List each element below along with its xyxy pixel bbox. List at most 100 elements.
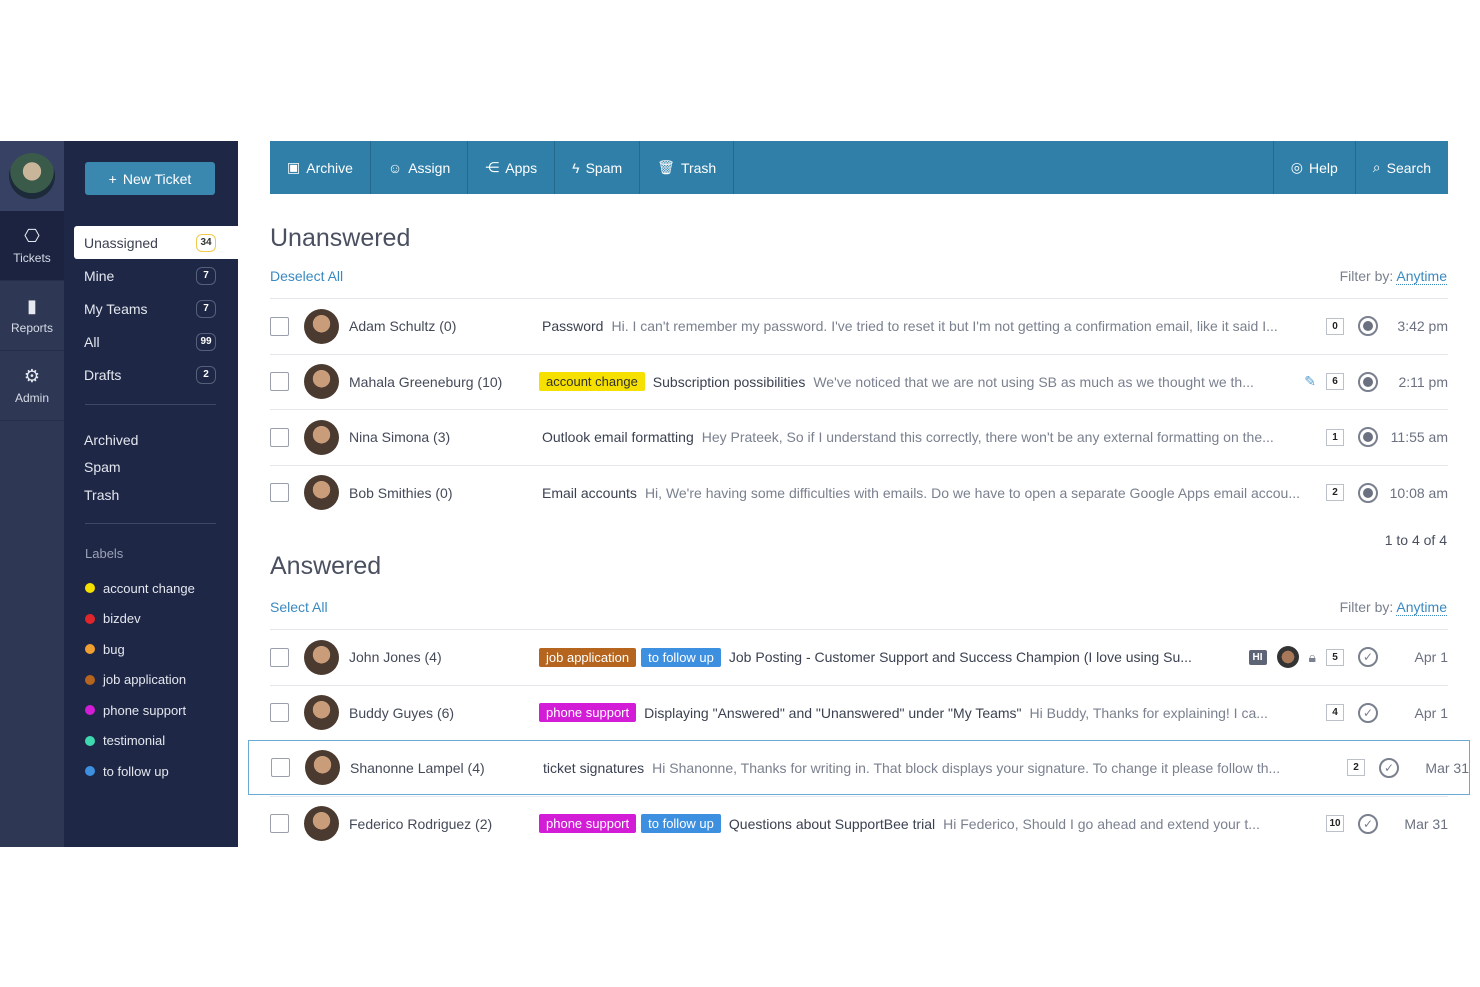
ticket-subject[interactable]: Job Posting - Customer Support and Succe… — [728, 649, 1192, 665]
nav-label: Drafts — [84, 366, 122, 383]
row-checkbox[interactable] — [270, 483, 289, 502]
answered-check-icon[interactable]: ✓ — [1379, 757, 1399, 778]
ticket-row[interactable]: Federico Rodriguez (2) phone support to fo… — [270, 795, 1448, 848]
assignee-avatar — [1276, 646, 1299, 668]
rail-item-admin[interactable]: ⚙ Admin — [0, 351, 64, 421]
label-name: testimonial — [103, 733, 166, 749]
nav-item-mine[interactable]: Mine 7 — [74, 259, 238, 292]
help-button[interactable]: ◎ Help — [1272, 141, 1355, 194]
nav-item-drafts[interactable]: Drafts 2 — [74, 358, 238, 391]
divider — [85, 404, 216, 405]
ticket-preview: Hi. I can't remember my password. I've t… — [611, 318, 1278, 334]
row-checkbox[interactable] — [270, 427, 289, 447]
label-bizdev[interactable]: bizdev — [85, 604, 195, 635]
label-tag[interactable]: phone support — [539, 814, 637, 833]
folder-trash[interactable]: Trash — [84, 486, 120, 503]
ticket-row[interactable]: Shanonne Lampel (4) ticket signatures Hi S… — [248, 740, 1470, 795]
answered-filter[interactable]: Filter by: Anytime — [1339, 599, 1447, 616]
unanswered-status-icon[interactable] — [1358, 371, 1378, 392]
filter-anytime[interactable]: Anytime — [1396, 599, 1447, 616]
customer-name[interactable]: Adam Schultz (0) — [349, 318, 457, 334]
nav-item-my-teams[interactable]: My Teams 7 — [74, 292, 238, 325]
answered-check-icon[interactable]: ✓ — [1358, 647, 1378, 667]
rail-item-reports[interactable]: ▮ Reports — [0, 281, 64, 351]
customer-name[interactable]: Nina Simona (3) — [349, 429, 451, 445]
label-tag[interactable]: to follow up — [641, 647, 721, 667]
user-avatar[interactable] — [0, 141, 64, 211]
label-tag[interactable]: to follow up — [641, 814, 721, 833]
label-color-dot — [85, 674, 95, 685]
label-tag[interactable]: job application — [539, 647, 637, 667]
answered-check-icon[interactable]: ✓ — [1358, 702, 1378, 723]
filter-anytime[interactable]: Anytime — [1396, 268, 1447, 285]
spam-button[interactable]: ϟ Spam — [555, 141, 641, 194]
trash-button[interactable]: 🗑 Trash — [640, 141, 735, 194]
label-account-change[interactable]: account change — [85, 573, 195, 604]
ticket-row[interactable]: Nina Simona (3) Outlook email formatting H… — [270, 409, 1448, 464]
row-checkbox[interactable] — [270, 814, 289, 833]
folder-archived[interactable]: Archived — [84, 431, 139, 448]
unanswered-filter[interactable]: Filter by: Anytime — [1339, 268, 1447, 285]
apps-button[interactable]: ⋲ Apps — [468, 141, 556, 194]
row-checkbox[interactable] — [270, 372, 289, 391]
nav-label: All — [84, 333, 100, 350]
new-ticket-button[interactable]: + New Ticket — [85, 162, 215, 195]
search-button[interactable]: ⌕ Search — [1354, 141, 1448, 194]
label-bug[interactable]: bug — [85, 634, 195, 665]
unanswered-heading: Unanswered — [270, 224, 411, 252]
row-checkbox[interactable] — [270, 703, 289, 722]
nav-item-all[interactable]: All 99 — [74, 325, 238, 358]
rail-item-tickets[interactable]: ⎔ Tickets — [0, 211, 64, 281]
customer-name[interactable]: John Jones (4) — [349, 649, 442, 665]
ticket-row[interactable]: Adam Schultz (0) Password Hi. I can't reme… — [270, 298, 1448, 353]
customer-name[interactable]: Buddy Guyes (6) — [349, 704, 455, 721]
unanswered-status-icon[interactable] — [1358, 316, 1378, 336]
ticket-preview: Hi Buddy, Thanks for explaining! I ca... — [1029, 704, 1268, 721]
ticket-subject[interactable]: Displaying "Answered" and "Unanswered" u… — [644, 704, 1022, 721]
ticket-subject[interactable]: Email accounts — [542, 484, 637, 501]
button-label: Apps — [505, 159, 538, 176]
ticket-time: 2:11 pm — [1398, 373, 1448, 390]
user-icon: ☺ — [387, 159, 403, 176]
label-to-follow-up[interactable]: to follow up — [85, 756, 195, 787]
ticket-subject[interactable]: Subscription possibilities — [652, 373, 806, 390]
ticket-subject[interactable]: Password — [542, 318, 604, 334]
select-all-link[interactable]: Select All — [270, 599, 328, 615]
answered-check-icon[interactable]: ✓ — [1358, 813, 1378, 834]
count-badge: 99 — [196, 332, 216, 351]
row-indicators: ✎ — [1304, 373, 1316, 390]
button-label: Archive — [306, 159, 353, 176]
label-color-dot — [85, 644, 95, 655]
unanswered-status-icon[interactable] — [1358, 427, 1378, 447]
label-job-application[interactable]: job application — [85, 665, 195, 696]
ticket-row[interactable]: Mahala Greeneburg (10) account change Subs… — [270, 353, 1448, 409]
ticket-row[interactable]: Bob Smithies (0) Email accounts Hi, We're … — [270, 464, 1448, 520]
ticket-subject[interactable]: Outlook email formatting — [542, 429, 694, 445]
label-tag[interactable]: phone support — [539, 703, 637, 722]
ticket-row[interactable]: John Jones (4) job application to follow u… — [270, 629, 1448, 684]
count-badge: 2 — [196, 365, 216, 384]
deselect-all-link[interactable]: Deselect All — [270, 268, 344, 284]
archive-button[interactable]: ▣ Archive — [270, 141, 371, 194]
search-icon: ⌕ — [1372, 159, 1381, 175]
customer-name[interactable]: Bob Smithies (0) — [349, 484, 453, 501]
nav-item-unassigned[interactable]: Unassigned 34 — [74, 226, 238, 259]
label-phone-support[interactable]: phone support — [85, 695, 195, 726]
label-tag[interactable]: account change — [539, 372, 645, 391]
divider — [85, 523, 216, 524]
row-checkbox[interactable] — [270, 316, 289, 336]
sidebar: + New Ticket Unassigned 34 Mine 7 My Teams 7 Al… — [64, 141, 238, 847]
customer-name[interactable]: Shanonne Lampel (4) — [350, 759, 485, 776]
customer-name[interactable]: Mahala Greeneburg (10) — [349, 373, 503, 390]
customer-name[interactable]: Federico Rodriguez (2) — [349, 815, 493, 832]
unanswered-status-icon[interactable] — [1358, 482, 1378, 503]
label-testimonial[interactable]: testimonial — [85, 726, 195, 757]
row-checkbox[interactable] — [271, 758, 290, 777]
ticket-subject[interactable]: ticket signatures — [543, 759, 645, 776]
row-checkbox[interactable] — [270, 647, 289, 667]
rail-label: Admin — [14, 391, 49, 405]
folder-spam[interactable]: Spam — [84, 459, 121, 476]
assign-button[interactable]: ☺ Assign — [371, 141, 469, 194]
ticket-subject[interactable]: Questions about SupportBee trial — [728, 815, 936, 832]
ticket-row[interactable]: Buddy Guyes (6) phone support Displaying "… — [270, 684, 1448, 740]
